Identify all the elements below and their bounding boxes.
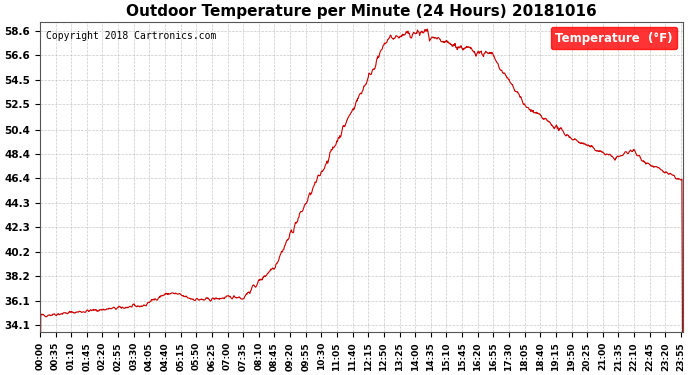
Temperature  (°F) [179, 294, 187, 298]
Temperature  (°F) [250, 284, 259, 289]
Temperature  (°F) [546, 120, 554, 125]
Line: Temperature  (°F): Temperature (°F) [40, 29, 683, 375]
Temperature  (°F) [603, 152, 611, 156]
Title: Outdoor Temperature per Minute (24 Hours) 20181016: Outdoor Temperature per Minute (24 Hours… [126, 4, 597, 19]
Temperature  (°F) [163, 292, 171, 296]
Legend: Temperature  (°F): Temperature (°F) [551, 27, 678, 49]
Text: Copyright 2018 Cartronics.com: Copyright 2018 Cartronics.com [46, 31, 217, 41]
Temperature  (°F) [423, 27, 431, 31]
Temperature  (°F) [462, 45, 471, 50]
